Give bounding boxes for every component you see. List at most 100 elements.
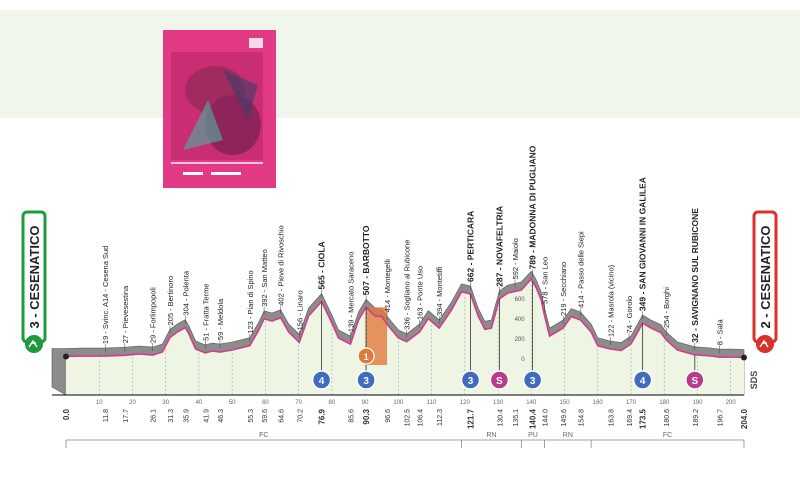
marker-category: S bbox=[691, 376, 698, 387]
km-tick-label: 149.6 bbox=[561, 409, 568, 427]
grid-tick-label: 140 bbox=[526, 400, 537, 406]
place-label: 789 - MADONNA DI PUGLIANO bbox=[528, 145, 538, 269]
place-label: 565 - CIOLA bbox=[317, 241, 327, 289]
place-label: 29 - Forlimpopoli bbox=[149, 287, 158, 343]
region-label: PU bbox=[528, 432, 538, 439]
grid-tick-label: 170 bbox=[626, 400, 637, 406]
place-label: 219 - Secchiano bbox=[559, 262, 568, 316]
finish-badge: 2 - CESENATICO bbox=[752, 210, 778, 353]
start-label: 3 - CESENATICO bbox=[27, 225, 42, 328]
event-poster-image bbox=[163, 30, 276, 188]
place-label: 349 - SAN GIOVANNI IN GALILEA bbox=[638, 177, 648, 311]
profile-line bbox=[65, 277, 745, 359]
place-label: 163 - Ponte Uso bbox=[416, 266, 425, 320]
km-tick-label: 196.7 bbox=[718, 409, 725, 427]
grid-tick-label: 90 bbox=[362, 400, 369, 406]
elevation-tick-label: 400 bbox=[515, 317, 526, 323]
km-tick-label: 31.3 bbox=[168, 409, 175, 423]
place-label: 156 - Linaro bbox=[295, 290, 304, 330]
place-label: 139 - Mercato Saraceno bbox=[346, 252, 355, 332]
sprint-marker-icon bbox=[489, 370, 510, 390]
start-badge: 3 - CESENATICO bbox=[21, 210, 47, 353]
grid-tick-label: 40 bbox=[196, 400, 203, 406]
feed-zone-label: 1 bbox=[364, 352, 369, 362]
place-label: 304 - Polenta bbox=[181, 270, 190, 315]
marker-category: 3 bbox=[363, 376, 369, 387]
km-tick-label: 41.9 bbox=[203, 409, 210, 423]
grid-tick-label: 190 bbox=[692, 400, 703, 406]
region-label: RN bbox=[486, 432, 496, 439]
km-tick-label: 204.0 bbox=[740, 408, 749, 429]
place-label: 392 - San Matteo bbox=[260, 249, 269, 307]
place-label: 414 - Montegelli bbox=[383, 259, 392, 313]
km-tick-label: 90.3 bbox=[362, 408, 371, 424]
place-label: 414 - Passo delle Siepi bbox=[576, 231, 585, 308]
marker-category: 3 bbox=[530, 376, 536, 387]
grid-tick-label: 130 bbox=[493, 400, 504, 406]
km-tick-label: 102.5 bbox=[405, 409, 412, 427]
km-tick-label: 121.7 bbox=[466, 408, 475, 429]
km-tick-label: 144.0 bbox=[543, 409, 550, 427]
km-tick-label: 96.6 bbox=[385, 409, 392, 423]
km-tick-label: 163.8 bbox=[608, 409, 615, 427]
place-label: 578 - San Leo bbox=[541, 257, 550, 304]
elevation-tick-label: 600 bbox=[515, 297, 526, 303]
km-tick-label: 154.8 bbox=[578, 409, 585, 427]
grid-tick-label: 160 bbox=[593, 400, 604, 406]
place-label: 662 - PERTICARA bbox=[465, 211, 475, 282]
region-label: FC bbox=[663, 432, 672, 439]
place-label: 27 - Pievesestina bbox=[121, 285, 130, 343]
place-label: 59 - Meldola bbox=[216, 298, 225, 340]
grid-tick-label: 60 bbox=[262, 400, 269, 406]
km-tick-label: 55.3 bbox=[248, 409, 255, 423]
place-label: 205 - Bertinoro bbox=[166, 276, 175, 326]
place-label: 402 - Pieve di Rivoschio bbox=[277, 225, 286, 305]
grid-tick-label: 110 bbox=[427, 400, 437, 406]
region-label: RN bbox=[563, 432, 573, 439]
km-tick-label: 11.8 bbox=[103, 409, 110, 422]
km-tick-label: 189.2 bbox=[693, 409, 700, 427]
marker-category: S bbox=[496, 376, 503, 387]
place-label: 19 - Svinc. A14 - Cesena Sud bbox=[101, 246, 110, 344]
km-tick-label: 135.1 bbox=[513, 409, 520, 427]
grid-tick-label: 70 bbox=[295, 400, 302, 406]
kom-marker-icon bbox=[522, 370, 543, 390]
finish-cyclist-icon bbox=[756, 335, 774, 353]
feed-zone-icon bbox=[357, 347, 375, 365]
place-label: 32 - SAVIGNANO SUL RUBICONE bbox=[690, 208, 700, 343]
km-tick-label: 106.4 bbox=[418, 409, 425, 427]
grid-tick-label: 100 bbox=[393, 400, 404, 406]
km-tick-label: 140.4 bbox=[529, 408, 538, 429]
grid-tick-label: 30 bbox=[162, 400, 169, 406]
marker-category: 4 bbox=[319, 376, 325, 387]
grid-tick-label: 200 bbox=[726, 400, 737, 406]
place-label: 74 - Gorolo bbox=[625, 296, 634, 334]
grid-tick-label: 150 bbox=[560, 400, 571, 406]
km-tick-label: 70.2 bbox=[297, 409, 304, 423]
place-label: 122 - Masrola (vicino) bbox=[606, 264, 615, 337]
km-tick-label: 130.4 bbox=[497, 409, 504, 427]
km-tick-label: 173.5 bbox=[639, 408, 648, 429]
km-tick-label: 112.3 bbox=[437, 409, 444, 426]
place-label: 507 - BARBOTTO bbox=[361, 225, 371, 295]
grid-tick-label: 120 bbox=[460, 400, 471, 406]
grid-tick-label: 180 bbox=[659, 400, 670, 406]
km-tick-label: 46.3 bbox=[218, 409, 225, 423]
km-tick-label: 64.6 bbox=[279, 409, 286, 423]
km-tick-label: 26.1 bbox=[151, 409, 158, 423]
place-label: 592 - Maiolo bbox=[511, 238, 520, 279]
km-tick-label: 180.6 bbox=[664, 409, 671, 427]
grid-tick-label: 20 bbox=[129, 400, 136, 406]
region-label: FC bbox=[259, 432, 268, 439]
sprint-marker-icon bbox=[685, 370, 705, 390]
place-label: 51 - Fratta Terme bbox=[201, 284, 210, 341]
km-tick-label: 169.4 bbox=[627, 409, 634, 427]
elevation-tick-label: 200 bbox=[515, 337, 526, 343]
kom-marker-icon bbox=[632, 370, 653, 390]
km-tick-label: 0.0 bbox=[62, 408, 71, 420]
km-tick-label: 59.6 bbox=[262, 409, 269, 423]
place-label: 254 - Borghi bbox=[662, 287, 671, 328]
poster-artwork bbox=[163, 30, 276, 188]
profile-area bbox=[66, 279, 744, 395]
